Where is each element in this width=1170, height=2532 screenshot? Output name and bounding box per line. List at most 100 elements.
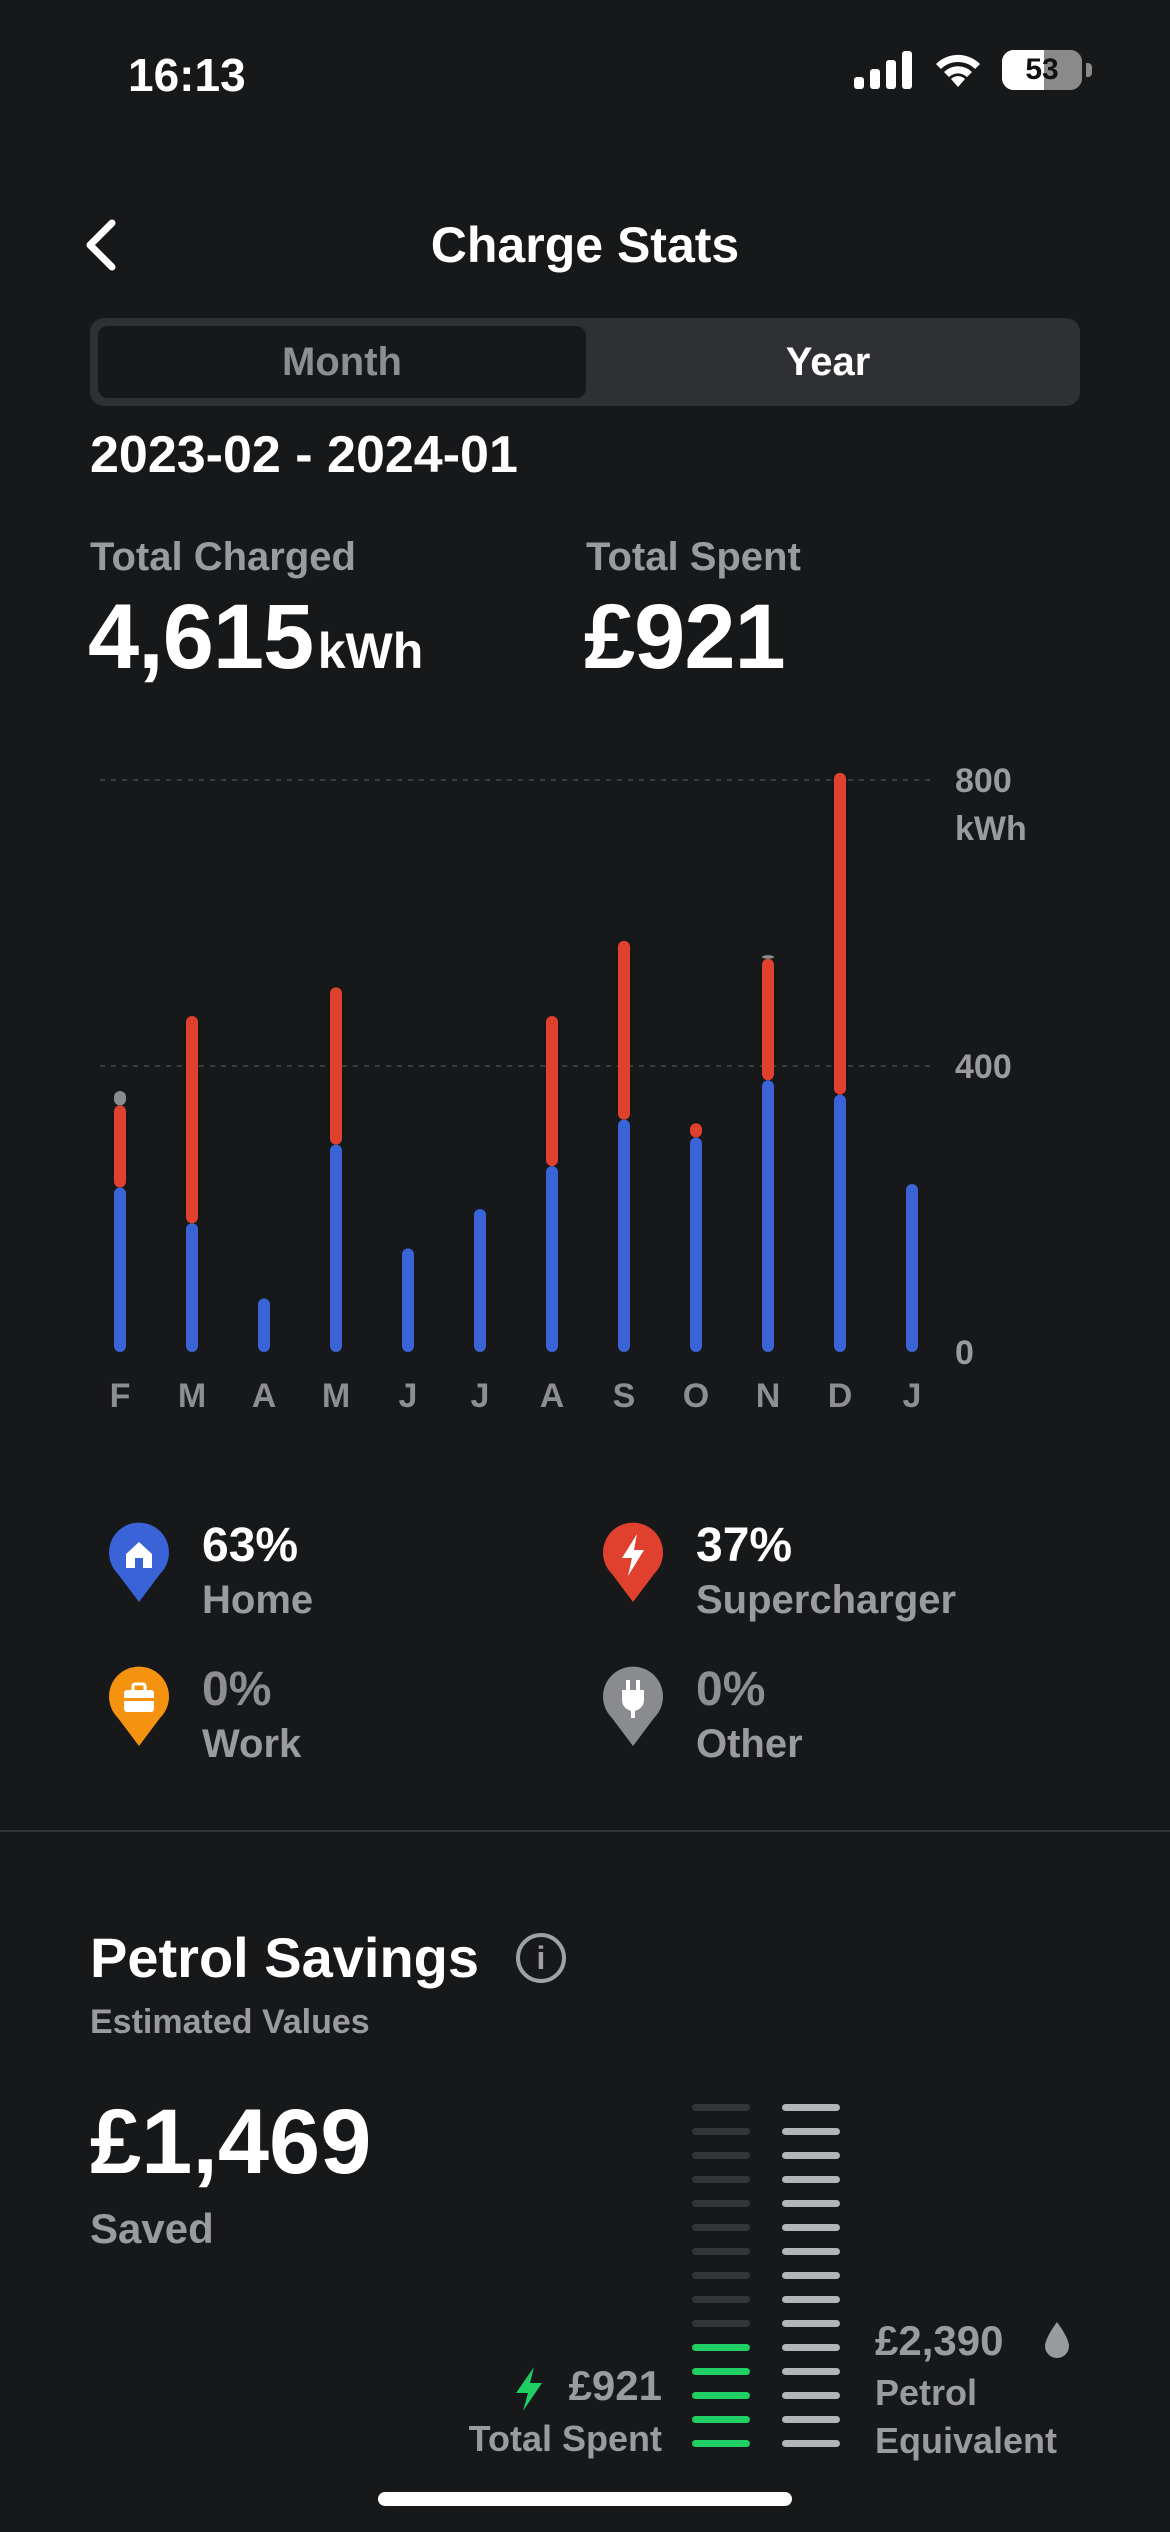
legend-supercharger: 37% Supercharger (598, 1518, 956, 1626)
y-tick-label: 800 (955, 762, 1012, 800)
bar-segment-0-1 (114, 1105, 126, 1188)
monthly-charge-chart: 800 400 0 kWh F M A M J J A S O N D J (90, 760, 1090, 1415)
bar-segment-7-1 (618, 940, 630, 1120)
status-time: 16:13 (128, 49, 246, 101)
bar-segment-0-2 (114, 1091, 126, 1106)
equiv-stack-segment (782, 2440, 840, 2447)
legend-home-pct: 63% (202, 1519, 299, 1572)
total-spent-label: Total Spent (586, 535, 801, 579)
equiv-stack-segment (782, 2368, 840, 2375)
bar-segment-9-2 (762, 955, 774, 959)
legend-supercharger-label: Supercharger (696, 1578, 957, 1622)
total-charged: 4,615 kWh (88, 585, 423, 690)
wifi-icon (936, 54, 980, 87)
spent-stack-segment (692, 2176, 750, 2183)
battery-level: 53 (1025, 53, 1059, 86)
chart-svg: 800 400 0 kWh F M A M J J A S O N D J (100, 762, 1027, 1415)
petrol-savings-title: Petrol Savings (90, 1926, 480, 1989)
bar-segment-4-0 (402, 1248, 414, 1352)
total-spent-stack (692, 2104, 750, 2447)
briefcase-pin-icon (109, 1666, 169, 1746)
home-indicator[interactable] (378, 2492, 792, 2506)
legend-other-label: Other (696, 1722, 803, 1766)
tab-month[interactable]: Month (98, 326, 586, 398)
section-divider (0, 1830, 1170, 1832)
legend-home-label: Home (202, 1578, 314, 1622)
x-tick-label: D (828, 1377, 853, 1410)
page-title: Charge Stats (430, 217, 740, 273)
x-tick-label: A (540, 1377, 565, 1410)
period-segmented-control: Month Year (90, 318, 1080, 406)
bar-segment-0-0 (114, 1187, 126, 1352)
bar-segment-3-1 (330, 987, 342, 1145)
spent-stack-segment (692, 2152, 750, 2159)
bar-segment-1-0 (186, 1223, 198, 1352)
x-tick-label: M (322, 1377, 350, 1410)
equiv-stack-segment (782, 2176, 840, 2183)
spent-stack-segment (692, 2224, 750, 2231)
equiv-stack-segment (782, 2200, 840, 2207)
estimated-values-label: Estimated Values (90, 2003, 370, 2041)
saved-value: £1,469 (90, 2091, 372, 2193)
x-tick-label: J (903, 1377, 922, 1410)
x-tick-label: M (178, 1377, 206, 1410)
tab-year[interactable]: Year (785, 339, 871, 384)
equiv-stack-segment (782, 2152, 840, 2159)
home-pin-icon (109, 1522, 169, 1602)
x-tick-label: J (399, 1377, 418, 1410)
petrol-total-spent-value: £921 (568, 2362, 662, 2409)
equiv-stack-segment (782, 2296, 840, 2303)
total-spent-value: £921 (584, 586, 786, 688)
battery-icon: 53 (1002, 50, 1082, 90)
spent-stack-segment (692, 2344, 750, 2351)
x-tick-label: F (110, 1377, 131, 1410)
legend-work: 0% Work (104, 1662, 301, 1770)
info-icon[interactable]: i (516, 1933, 566, 1983)
spent-stack-segment (692, 2320, 750, 2327)
status-icons: 53 (854, 50, 1092, 90)
equiv-stack-segment (782, 2104, 840, 2111)
petrol-equivalent-value: £2,390 (875, 2317, 1004, 2364)
equiv-stack-segment (782, 2320, 840, 2327)
bar-segment-10-0 (834, 1094, 846, 1352)
x-tick-label: O (683, 1377, 709, 1410)
bar-segment-6-0 (546, 1166, 558, 1352)
fuel-drop-icon (1045, 2322, 1069, 2358)
spent-stack-segment (692, 2272, 750, 2279)
spent-stack-segment (692, 2440, 750, 2447)
spent-stack-segment (692, 2368, 750, 2375)
petrol-equivalent-stack (782, 2104, 840, 2447)
equiv-stack-segment (782, 2416, 840, 2423)
lightning-pin-icon (603, 1522, 663, 1602)
bar-segment-6-1 (546, 1015, 558, 1167)
back-chevron-icon[interactable] (78, 215, 122, 275)
bar-segment-1-1 (186, 1015, 198, 1224)
spent-stack-segment (692, 2128, 750, 2135)
bar-segment-5-0 (474, 1209, 486, 1352)
battery-tip (1086, 63, 1092, 77)
bar-segment-2-0 (258, 1298, 270, 1352)
lightning-icon (516, 2367, 542, 2411)
bar-segment-11-0 (906, 1183, 918, 1352)
petrol-equivalent-label-1: Petrol (875, 2372, 978, 2413)
total-charged-unit: kWh (317, 623, 424, 679)
petrol-equivalent-label-2: Equivalent (875, 2420, 1058, 2461)
plug-pin-icon (603, 1666, 663, 1746)
bar-segment-8-0 (690, 1137, 702, 1352)
x-tick-label: N (756, 1377, 781, 1410)
x-tick-label: A (252, 1377, 277, 1410)
legend-work-pct: 0% (202, 1663, 272, 1716)
y-unit-label: kWh (955, 810, 1027, 848)
legend-other-pct: 0% (696, 1663, 766, 1716)
legend-work-label: Work (202, 1722, 302, 1766)
y-tick-label: 400 (955, 1048, 1012, 1086)
bar-segment-3-0 (330, 1144, 342, 1352)
spent-stack-segment (692, 2296, 750, 2303)
saved-label: Saved (90, 2205, 214, 2252)
legend-supercharger-pct: 37% (696, 1519, 793, 1572)
equiv-stack-segment (782, 2272, 840, 2279)
spent-stack-segment (692, 2392, 750, 2399)
legend-other: 0% Other (598, 1662, 803, 1770)
x-tick-label: S (613, 1377, 636, 1410)
spent-stack-segment (692, 2248, 750, 2255)
